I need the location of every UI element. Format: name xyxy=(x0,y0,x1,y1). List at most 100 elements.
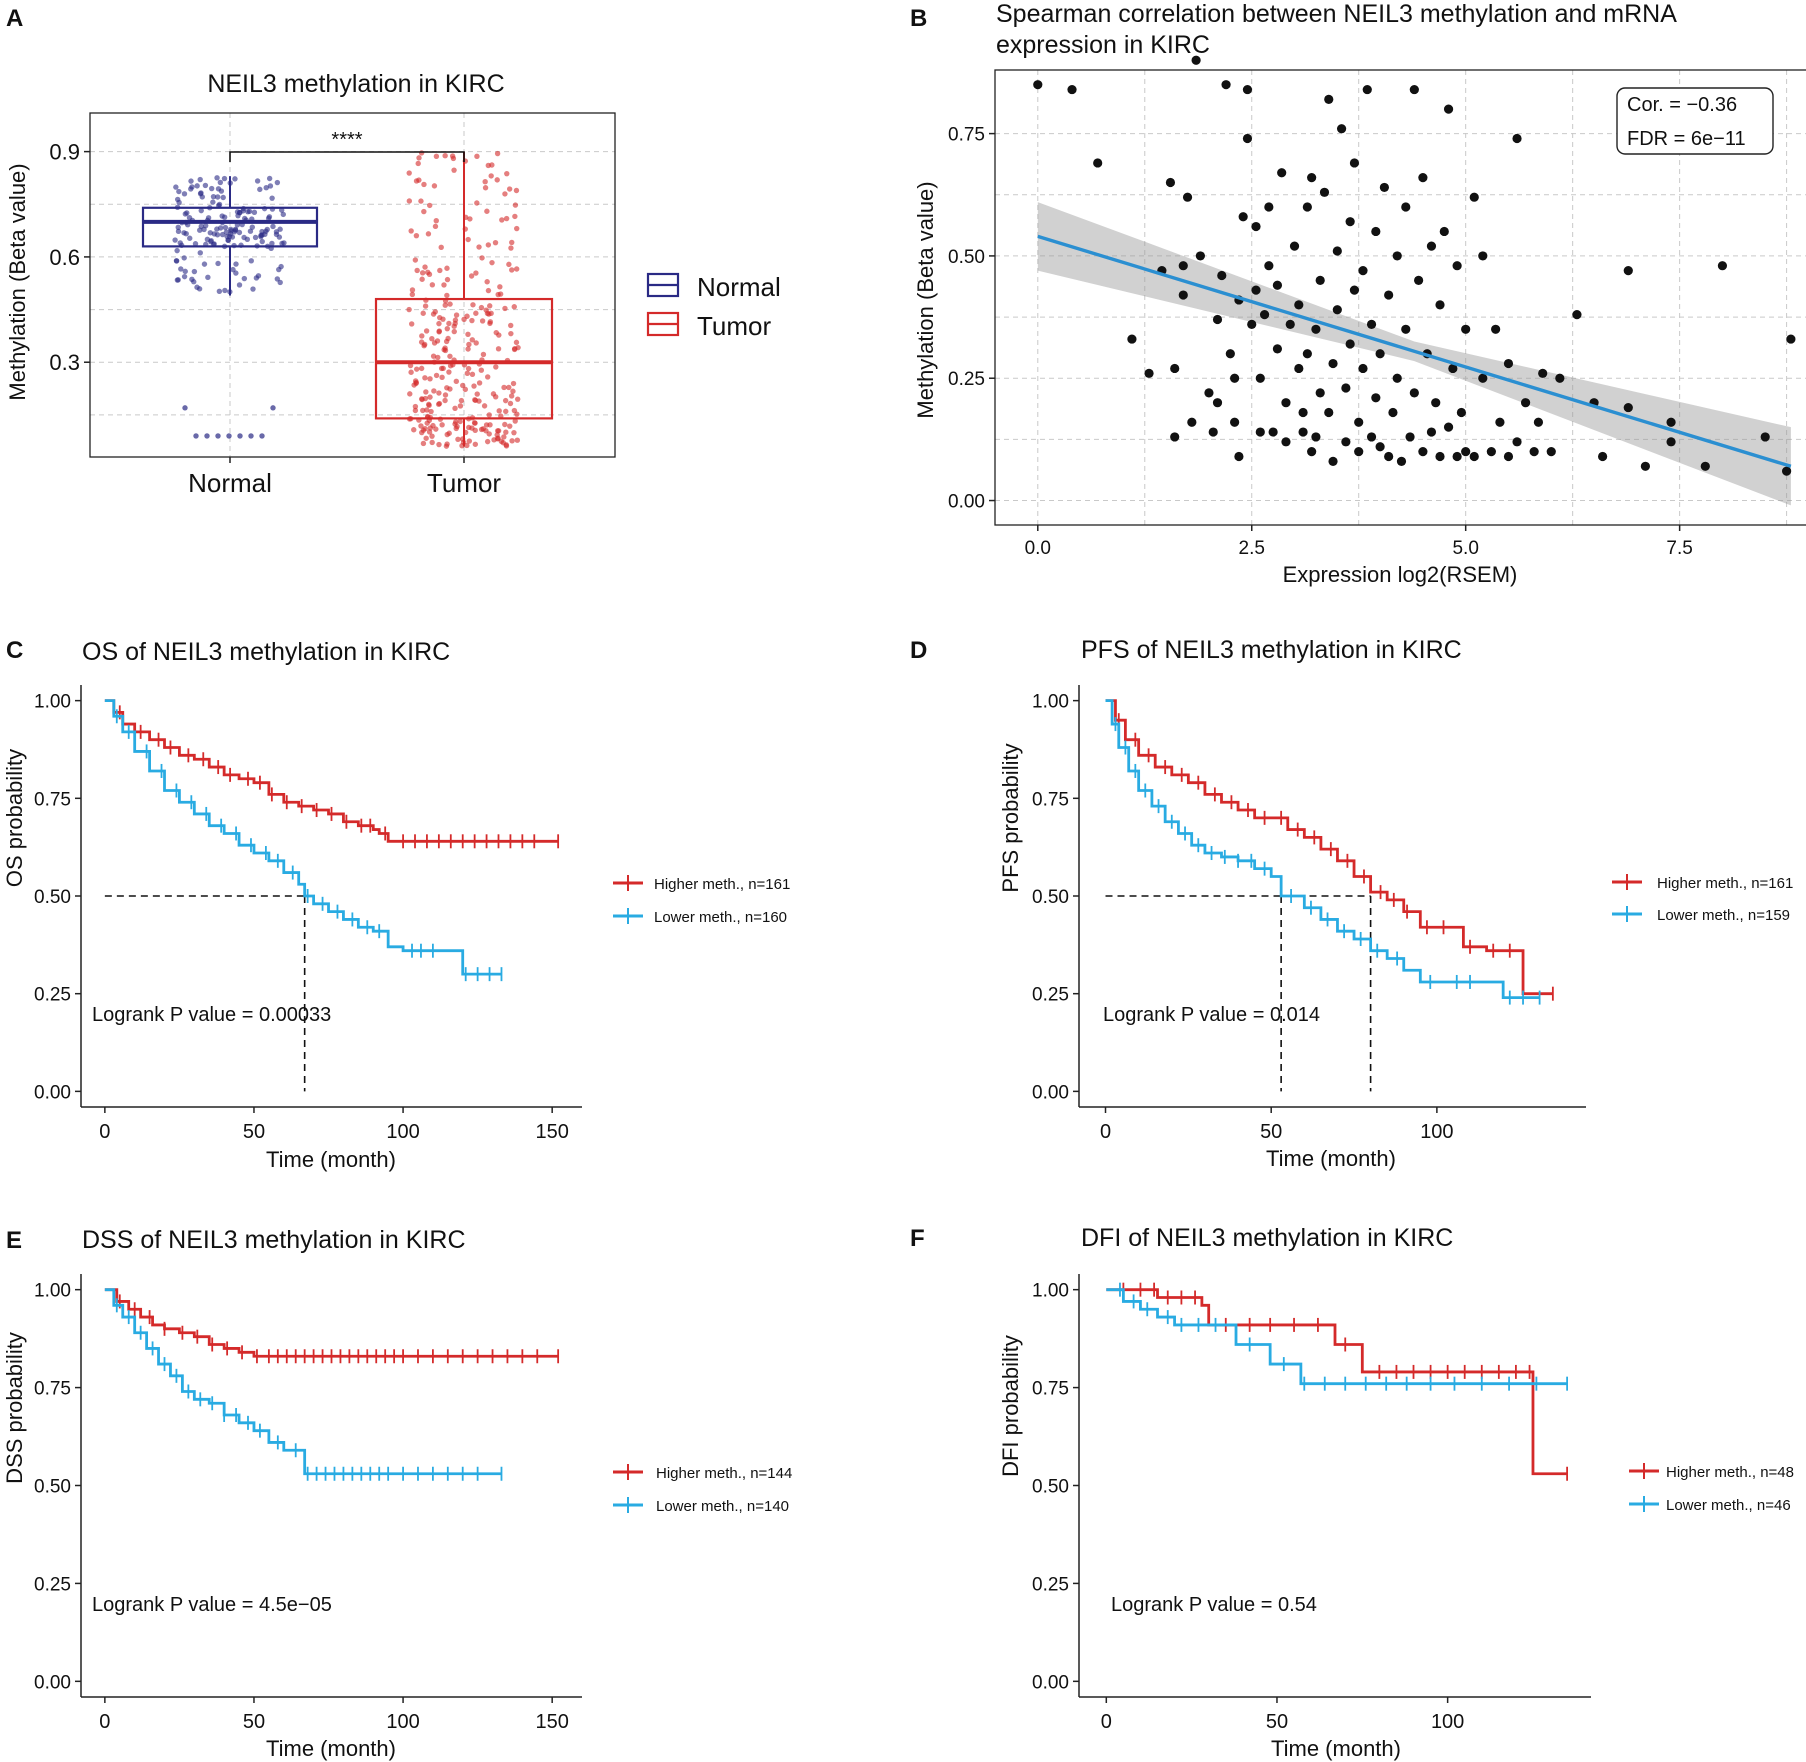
tumor-point xyxy=(433,426,439,432)
panel-label-e: E xyxy=(6,1227,22,1254)
tumor-point xyxy=(513,266,520,272)
x-tick-label: 50 xyxy=(243,1121,265,1143)
x-tick-label: 100 xyxy=(386,1121,419,1143)
tumor-point xyxy=(465,365,472,372)
scatter-point xyxy=(1448,363,1458,374)
panel-e-legend: Higher meth., n=144 Lower meth., n=140 xyxy=(613,1464,792,1515)
normal-point xyxy=(189,276,195,282)
tumor-point xyxy=(480,426,486,432)
scatter-point xyxy=(1598,451,1608,462)
tumor-point xyxy=(411,427,417,433)
tumor-point xyxy=(482,178,488,185)
scatter-point xyxy=(1242,84,1253,95)
tumor-point xyxy=(492,394,499,400)
normal-point xyxy=(210,193,217,200)
panel-b-xlabel: Expression log2(RSEM) xyxy=(1283,562,1518,587)
panel-b-stats-box: Cor. = −0.36 FDR = 6e−11 xyxy=(1616,87,1774,155)
y-tick-label: 1.00 xyxy=(34,692,71,713)
scatter-point xyxy=(1358,363,1368,374)
scatter-point xyxy=(1277,168,1287,178)
tumor-point xyxy=(436,400,443,407)
y-tick-label: 0.75 xyxy=(34,1379,71,1400)
tumor-point xyxy=(457,418,463,425)
tumor-point xyxy=(429,336,435,342)
tumor-point xyxy=(438,244,444,251)
scatter-point xyxy=(1302,349,1312,359)
panel-f-plot: 0.00 0.25 0.50 0.75 1.00 0 50 100 xyxy=(1032,1274,1591,1733)
tumor-point xyxy=(408,369,414,375)
normal-point xyxy=(279,240,285,247)
normal-point xyxy=(214,226,220,232)
scatter-point xyxy=(1760,432,1770,442)
higher-meth-curve xyxy=(104,1288,559,1358)
scatter-point xyxy=(1414,275,1424,285)
panel-f-pvalue: Logrank P value = 0.54 xyxy=(1111,1594,1317,1616)
tumor-point xyxy=(428,408,434,415)
panel-a-y-ticks: 0.3 0.6 0.9 xyxy=(49,140,90,375)
scatter-point xyxy=(1332,246,1342,256)
scatter-point xyxy=(1529,447,1539,457)
tumor-point xyxy=(485,287,492,294)
tumor-point xyxy=(416,155,422,161)
x-tick-label: 0.0 xyxy=(1025,538,1051,559)
scatter-point xyxy=(1452,451,1462,462)
panel-b-cor: Cor. = −0.36 xyxy=(1627,94,1737,116)
tumor-point xyxy=(409,291,416,298)
normal-point xyxy=(204,236,211,243)
tumor-point xyxy=(440,365,446,372)
y-tick-label: 0.75 xyxy=(1032,1379,1069,1400)
tumor-point xyxy=(514,225,520,232)
tumor-point xyxy=(497,284,503,290)
tumor-point xyxy=(485,242,492,248)
tumor-point xyxy=(443,338,450,345)
tumor-point xyxy=(514,437,521,443)
scatter-point xyxy=(1307,173,1317,183)
tumor-point xyxy=(483,307,489,313)
normal-point xyxy=(194,284,200,290)
normal-point xyxy=(265,215,272,221)
normal-point xyxy=(182,268,188,275)
tumor-point xyxy=(413,366,420,372)
tumor-point xyxy=(487,303,493,309)
scatter-point xyxy=(1666,417,1676,427)
normal-point xyxy=(276,266,282,273)
tumor-point xyxy=(510,388,516,394)
x-tick-label: 150 xyxy=(535,1121,568,1143)
scatter-point xyxy=(1371,226,1381,237)
scatter-point xyxy=(1033,80,1043,90)
normal-point xyxy=(198,207,204,214)
legend-tumor: Tumor xyxy=(646,311,771,341)
normal-point xyxy=(246,208,253,215)
tumor-point xyxy=(427,394,433,400)
scatter-point xyxy=(1324,407,1334,418)
tumor-point xyxy=(481,403,488,409)
panel-b-title-line1: Spearman correlation between NEIL3 methy… xyxy=(996,0,1677,28)
tumor-point xyxy=(419,333,425,339)
outlier-point xyxy=(215,433,221,439)
panel-a-grid xyxy=(90,113,615,457)
tumor-point xyxy=(509,267,515,273)
tumor-point xyxy=(418,198,424,204)
scatter-point xyxy=(1178,290,1188,300)
tumor-point xyxy=(473,340,479,346)
tumor-point xyxy=(489,162,495,168)
normal-point xyxy=(181,191,188,197)
tumor-point xyxy=(415,160,421,167)
tumor-point xyxy=(436,320,442,327)
tumor-point xyxy=(436,390,442,396)
scatter-point xyxy=(1212,398,1223,408)
tumor-point xyxy=(506,186,513,192)
normal-point xyxy=(210,199,216,205)
tumor-point xyxy=(503,443,510,449)
tumor-point xyxy=(460,382,466,389)
normal-point xyxy=(250,286,256,292)
scatter-point xyxy=(1623,402,1633,413)
panel-f: F DFI of NEIL3 methylation in KIRC DFI p… xyxy=(910,1224,1794,1761)
tumor-point xyxy=(472,427,478,434)
panel-d-title: PFS of NEIL3 methylation in KIRC xyxy=(1081,636,1462,664)
tumor-point xyxy=(406,306,412,313)
y-tick-label: 0.50 xyxy=(1032,1477,1069,1498)
panel-d-legend-higher: Higher meth., n=161 xyxy=(1657,875,1793,892)
tumor-point xyxy=(511,429,517,436)
tumor-point xyxy=(480,351,487,358)
